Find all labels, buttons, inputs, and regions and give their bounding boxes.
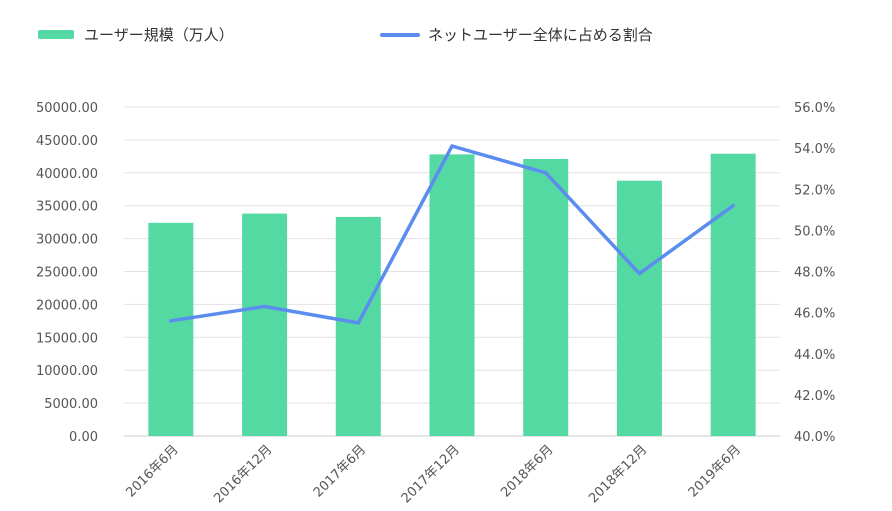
line-point-0: [169, 319, 173, 323]
bar-6: [710, 153, 756, 436]
right-tick-label: 52.0%: [794, 183, 835, 198]
bar-5: [616, 180, 662, 436]
right-tick-label: 40.0%: [794, 430, 835, 445]
bar-0: [148, 222, 194, 436]
right-tick-label: 42.0%: [794, 389, 835, 404]
category-axis-labels: 2016年6月 2016年12月 2017年6月 2017年12月 2018年6月 201…: [123, 442, 744, 506]
line-point-6: [731, 203, 735, 208]
left-tick-label: 25000.00: [36, 266, 98, 281]
right-tick-label: 50.0%: [794, 224, 835, 239]
bar-2: [335, 216, 381, 436]
left-tick-label: 50000.00: [36, 101, 98, 116]
legend-bar-label: ユーザー規模（万人）: [84, 26, 234, 44]
legend: ユーザー規模（万人） ネットユーザー全体に占める割合: [38, 26, 653, 44]
category-label-1: 2016年12月: [211, 442, 275, 506]
right-tick-label: 54.0%: [794, 142, 835, 157]
left-tick-label: 35000.00: [36, 200, 98, 215]
right-tick-label: 56.0%: [794, 101, 835, 116]
left-tick-label: 40000.00: [36, 167, 98, 182]
legend-line-label: ネットユーザー全体に占める割合: [428, 26, 653, 44]
category-label-5: 2018年12月: [586, 442, 650, 506]
category-label-3: 2017年12月: [399, 442, 463, 506]
left-axis-ticks: 0.00 5000.00 10000.00 15000.00 20000.00 25000…: [36, 101, 98, 445]
right-tick-label: 46.0%: [794, 307, 835, 322]
category-label-2: 2017年6月: [311, 442, 369, 500]
left-tick-label: 10000.00: [36, 364, 98, 379]
right-tick-label: 48.0%: [794, 266, 835, 281]
left-tick-label: 30000.00: [36, 233, 98, 248]
right-tick-label: 44.0%: [794, 348, 835, 363]
left-tick-label: 45000.00: [36, 134, 98, 149]
left-tick-label: 5000.00: [44, 397, 98, 412]
line-point-4: [543, 171, 548, 175]
left-tick-label: 20000.00: [36, 298, 98, 313]
legend-bar-swatch: [38, 30, 74, 39]
category-label-4: 2018年6月: [498, 442, 556, 500]
left-tick-label: 0.00: [69, 430, 98, 445]
left-tick-label: 15000.00: [36, 331, 98, 346]
line-point-1: [262, 304, 267, 309]
line-series: [169, 144, 735, 325]
line-point-2: [356, 321, 361, 325]
right-axis-ticks: 40.0% 42.0% 44.0% 46.0% 48.0% 50.0% 52.0% 54.0%…: [794, 101, 835, 445]
category-label-0: 2016年6月: [123, 442, 181, 500]
bar-4: [523, 158, 569, 436]
line-point-5: [637, 271, 642, 276]
bar-3: [429, 154, 475, 436]
bar-series: [148, 153, 756, 436]
line-point-3: [450, 144, 454, 148]
category-label-6: 2019年6月: [686, 442, 744, 500]
bar-1: [242, 213, 288, 436]
